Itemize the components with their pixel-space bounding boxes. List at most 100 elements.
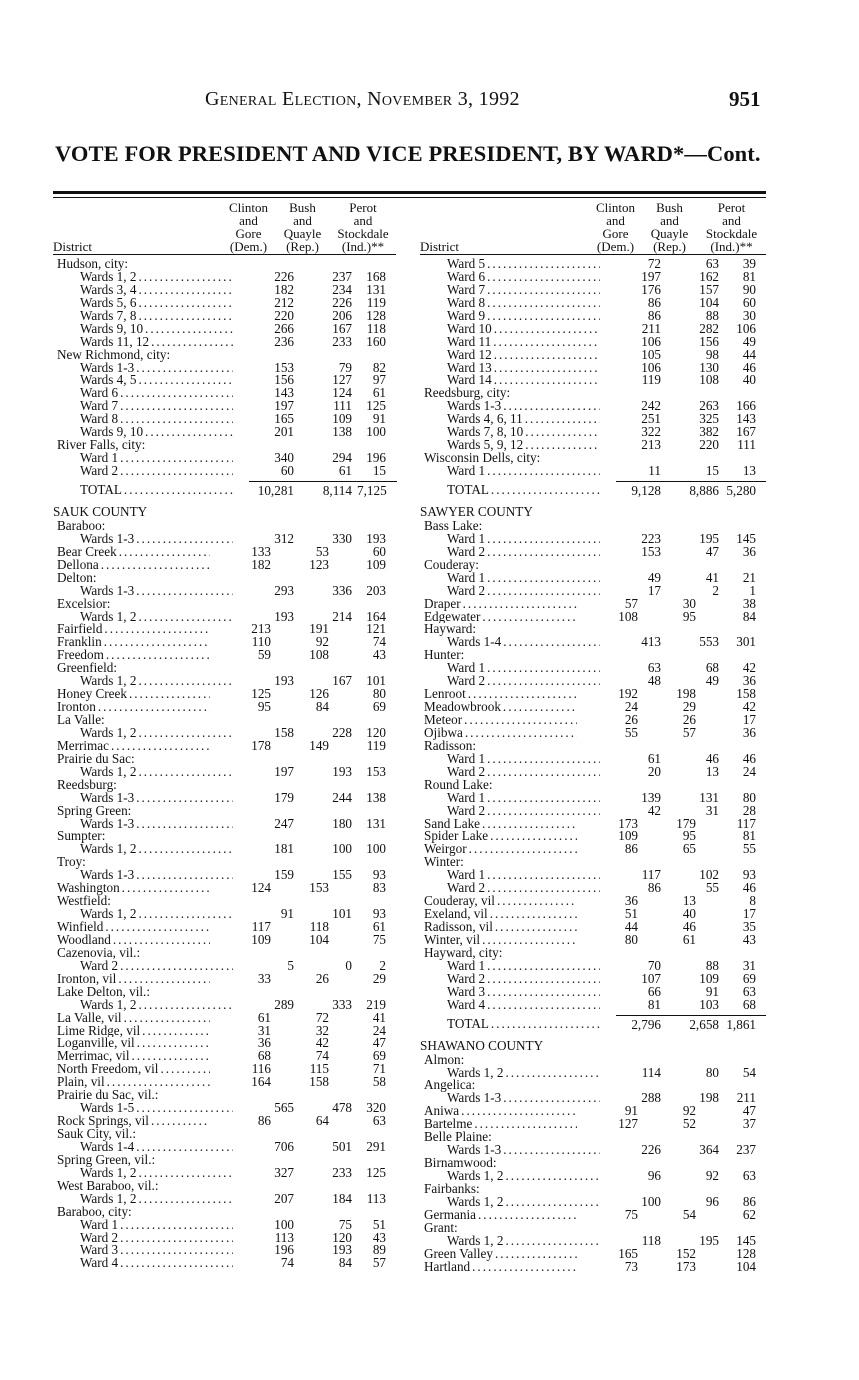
district-name: Birnamwood: <box>420 1157 593 1170</box>
dot-leader <box>495 895 577 908</box>
district-name: Meteor <box>420 714 593 727</box>
district-label: Wards 1, 2 <box>80 1192 137 1206</box>
rep-votes: 167 <box>332 673 352 689</box>
rep-votes: 478 <box>332 1100 352 1116</box>
district-label: Wards 1, 2 <box>80 610 137 624</box>
district-label: Radisson, vil <box>424 921 493 934</box>
vote-cells: 107 109 69 <box>616 970 766 986</box>
right-table-body: Ward 5726339Ward 619716281Ward 717615790… <box>420 255 766 1274</box>
rep-votes: 149 <box>309 737 329 753</box>
rep-votes: 206 <box>332 307 352 323</box>
column-header-row: District Clinton and Gore (Dem.) Bush and Qua… <box>53 200 396 255</box>
rep-votes: 237 <box>332 268 352 284</box>
left-vote-table: District Clinton and Gore (Dem.) Bush and Qua… <box>53 200 397 1271</box>
place-row: Hunter: <box>420 649 766 662</box>
dem-votes: 197 <box>274 398 294 414</box>
dem-votes: 100 <box>641 1193 661 1209</box>
district-label: Bear Creek <box>57 545 117 559</box>
vote-cells: 96 92 63 <box>616 1169 766 1183</box>
ind-votes: 211 <box>736 1090 756 1106</box>
dem-votes: 125 <box>251 686 271 702</box>
dem-votes: 60 <box>280 463 294 478</box>
dot-leader <box>134 818 233 831</box>
district-name: Ward 14 <box>420 374 616 387</box>
district-label: Ward 4 <box>80 1257 119 1271</box>
ward-row: Ward 1 70 88 31 <box>420 959 766 973</box>
vote-cells: 182 123 109 <box>226 558 396 572</box>
ind-votes: 119 <box>366 737 386 753</box>
ward-row: Ward 12 105 98 44 <box>420 346 766 362</box>
dot-leader <box>485 271 600 284</box>
ward-row: Ward 2 86 55 46 <box>420 881 766 895</box>
district-label: Wards 9, 10 <box>80 426 144 440</box>
district-name: Ward 2 <box>420 805 616 818</box>
dot-leader <box>143 426 233 439</box>
dot-leader <box>136 1193 233 1206</box>
district-name: Reedsburg, city: <box>420 387 593 400</box>
dem-votes: 153 <box>641 543 661 559</box>
place-row: Baraboo: <box>53 520 396 533</box>
district-name: Ward 4 <box>53 1257 249 1270</box>
district-name: Ward 7 <box>420 284 616 297</box>
dem-votes: 110 <box>251 634 271 650</box>
dot-leader <box>109 740 210 753</box>
dot-leader <box>134 1141 233 1154</box>
district-name: Hunter: <box>420 649 593 662</box>
district-name: Wards 1, 2 <box>53 843 249 856</box>
district-name: Wards 1, 2 <box>420 1170 616 1183</box>
ward-row: Wards 1-4 413 553 301 <box>420 635 766 649</box>
place-row: Westfield: <box>53 895 396 908</box>
rep-votes: 124 <box>332 385 352 401</box>
district-label: Wards 1-3 <box>80 791 135 805</box>
ind-votes: 106 <box>736 320 756 336</box>
place-row: Rock Springs, vil 86 64 63 <box>53 1114 396 1128</box>
rep-votes: 84 <box>315 699 329 715</box>
ind-votes: 1 <box>749 582 756 598</box>
dot-leader <box>503 1235 600 1248</box>
rep-votes: 49 <box>705 673 719 689</box>
district-name: Germania <box>420 1209 593 1222</box>
district-label: Fairbanks: <box>424 1182 480 1196</box>
dem-votes: 293 <box>274 582 294 598</box>
vote-cells: 288 198 211 <box>616 1090 766 1106</box>
district-name: Wards 1-3 <box>53 362 249 375</box>
district-name: Ward 1 <box>420 869 616 882</box>
rep-votes: 126 <box>309 686 329 702</box>
ind-votes: 60 <box>372 543 386 559</box>
dem-votes: 20 <box>647 763 661 779</box>
dot-leader <box>503 1196 600 1209</box>
place-row: Prairie du Sac, vil.: <box>53 1089 396 1102</box>
dem-votes: 74 <box>280 1255 294 1271</box>
ind-votes: 158 <box>736 686 756 702</box>
dot-leader <box>470 1261 577 1274</box>
dot-leader <box>103 921 210 934</box>
ind-votes: 196 <box>366 450 386 466</box>
rep-votes: 104 <box>309 931 329 947</box>
dem-votes: 33 <box>257 970 271 986</box>
dot-leader <box>118 452 233 465</box>
ind-votes: 17 <box>742 712 756 727</box>
rep-votes: 31 <box>705 802 719 818</box>
dot-leader <box>485 999 600 1012</box>
vote-cells <box>589 1040 766 1054</box>
place-row: Merrimac, vil 68 74 69 <box>53 1049 396 1063</box>
vote-cells: 706 501 291 <box>249 1140 396 1154</box>
dem-votes: 86 <box>647 294 661 310</box>
vote-cells: 242 263 166 <box>616 399 766 413</box>
dot-leader <box>501 1092 600 1105</box>
vote-cells <box>226 349 396 362</box>
rep-votes: 330 <box>332 530 352 546</box>
ind-votes: 68 <box>742 996 756 1012</box>
ind-votes: 44 <box>742 346 756 362</box>
district-label: Ward 1 <box>80 1218 119 1232</box>
district-label: Honey Creek <box>57 688 127 702</box>
rep-votes: 109 <box>699 970 719 986</box>
ward-row: Wards 5, 9, 12 213 220 111 <box>420 438 766 452</box>
district-name: Sumpter: <box>53 830 226 843</box>
ward-row: Ward 1 11 15 13 <box>420 464 766 478</box>
vote-cells: 178 149 119 <box>226 737 396 753</box>
rep-votes: 184 <box>332 1190 352 1206</box>
district-label: Ward 1 <box>447 532 486 546</box>
district-label: Wards 1, 2 <box>447 1195 504 1209</box>
rep-votes: 2,658 <box>689 1016 719 1032</box>
